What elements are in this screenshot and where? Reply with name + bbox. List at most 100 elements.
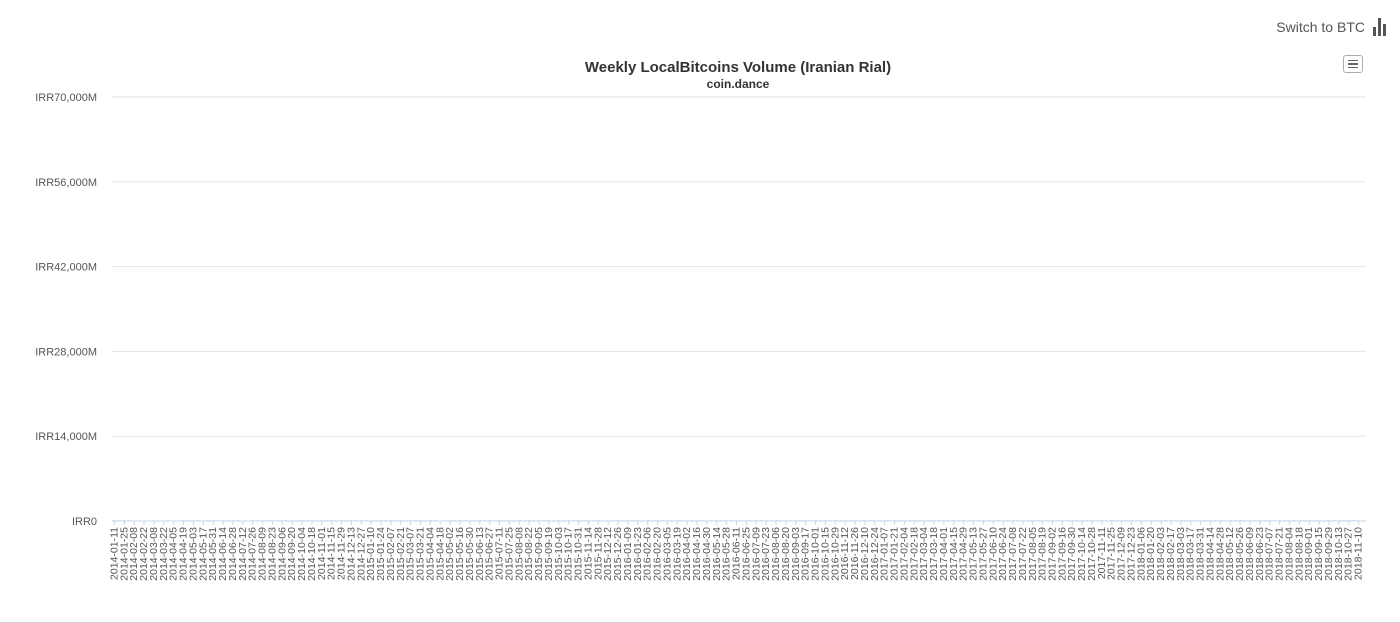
y-tick-label: IRR14,000M <box>35 431 97 443</box>
x-tick-label: 2018-09-15 <box>1313 527 1325 581</box>
x-tick-label: 2014-11-01 <box>316 527 328 580</box>
x-tick-label: 2017-04-15 <box>948 527 960 581</box>
x-tick-label: 2016-07-09 <box>750 527 762 581</box>
x-tick-label: 2016-01-09 <box>622 527 634 581</box>
x-tick-label: 2018-03-31 <box>1195 527 1207 581</box>
x-tick-label: 2016-10-29 <box>829 527 841 581</box>
x-tick-label: 2014-12-27 <box>355 527 367 581</box>
chart-subtitle: coin.dance <box>707 77 770 91</box>
x-tick-label: 2016-03-19 <box>671 527 683 581</box>
switch-to-btc-button[interactable]: Switch to BTC <box>1276 18 1386 36</box>
y-tick-label: IRR42,000M <box>35 262 97 274</box>
x-tick-label: 2017-07-22 <box>1017 527 1029 581</box>
x-tick-label: 2014-04-19 <box>178 527 190 581</box>
x-tick-label: 2018-07-07 <box>1264 527 1276 581</box>
x-tick-label: 2016-12-10 <box>859 527 871 581</box>
x-tick-label: 2017-04-01 <box>938 527 950 581</box>
x-tick-label: 2015-10-31 <box>573 527 585 581</box>
x-tick-label: 2014-06-28 <box>227 527 239 581</box>
x-tick-label: 2018-01-20 <box>1145 527 1157 581</box>
x-tick-label: 2017-09-30 <box>1066 527 1078 581</box>
x-tick-label: 2017-02-18 <box>908 527 920 581</box>
x-tick-label: 2018-08-18 <box>1293 527 1305 581</box>
x-tick-label: 2015-01-24 <box>375 527 387 581</box>
x-tick-label: 2016-05-28 <box>721 527 733 581</box>
x-tick-label: 2015-07-25 <box>503 527 515 581</box>
x-tick-label: 2014-10-18 <box>306 527 318 581</box>
x-tick-label: 2014-05-03 <box>187 527 199 581</box>
x-tick-label: 2016-10-01 <box>810 527 822 581</box>
x-tick-label: 2015-05-30 <box>464 527 476 581</box>
x-tick-label: 2016-04-16 <box>691 527 703 581</box>
x-tick-label: 2015-02-07 <box>385 527 397 581</box>
x-tick-label: 2017-07-08 <box>1007 527 1019 581</box>
x-tick-label: 2017-09-02 <box>1047 527 1059 581</box>
x-tick-label: 2014-03-22 <box>158 527 170 581</box>
x-tick-label: 2014-01-25 <box>118 527 130 581</box>
x-tick-label: 2014-09-20 <box>286 527 298 581</box>
x-tick-label: 2017-06-10 <box>987 527 999 581</box>
x-tick-label: 2015-08-22 <box>523 527 535 581</box>
x-tick-label: 2016-04-30 <box>701 527 713 581</box>
x-tick-label: 2015-01-10 <box>365 527 377 581</box>
x-tick-label: 2015-12-12 <box>602 527 614 581</box>
x-tick-label: 2018-10-13 <box>1333 527 1345 581</box>
x-tick-label: 2016-08-06 <box>770 527 782 581</box>
x-tick-label: 2015-06-13 <box>474 527 486 581</box>
y-tick-label: IRR28,000M <box>35 346 97 358</box>
x-tick-label: 2014-02-08 <box>128 527 140 581</box>
x-tick-label: 2018-06-09 <box>1244 527 1256 581</box>
x-tick-label: 2015-07-11 <box>494 527 506 580</box>
x-tick-label: 2016-11-26 <box>849 527 861 580</box>
x-tick-label: 2017-01-21 <box>889 527 901 581</box>
x-tick-label: 2014-11-29 <box>336 527 348 580</box>
x-tick-label: 2017-02-04 <box>898 527 910 581</box>
x-tick-label: 2014-07-26 <box>247 527 259 581</box>
x-tick-label: 2016-06-11 <box>731 527 743 580</box>
x-tick-label: 2016-06-25 <box>740 527 752 581</box>
x-tick-label: 2017-05-27 <box>977 527 989 581</box>
x-tick-label: 2018-06-23 <box>1254 527 1266 581</box>
x-tick-label: 2015-03-07 <box>405 527 417 581</box>
x-tick-label: 2018-03-17 <box>1185 527 1197 581</box>
x-tick-label: 2015-05-16 <box>454 527 466 581</box>
x-tick-label: 2015-09-19 <box>543 527 555 581</box>
x-tick-label: 2015-10-17 <box>563 527 575 581</box>
x-tick-label: 2016-10-15 <box>819 527 831 581</box>
x-tick-label: 2014-11-15 <box>326 527 338 580</box>
x-tick-label: 2015-08-08 <box>513 527 525 581</box>
x-tick-label: 2015-09-05 <box>533 527 545 581</box>
x-tick-label: 2016-05-14 <box>711 527 723 581</box>
x-tick-label: 2017-08-19 <box>1037 527 1049 581</box>
chart-menu-button[interactable] <box>1343 55 1363 73</box>
x-tick-label: 2014-06-14 <box>217 527 229 581</box>
x-tick-label: 2018-10-27 <box>1343 527 1355 581</box>
x-tick-label: 2017-06-24 <box>997 527 1009 581</box>
x-axis: 2014-01-112014-01-252014-02-082014-02-22… <box>108 521 1365 581</box>
x-tick-label: 2017-08-05 <box>1027 527 1039 581</box>
x-tick-label: 2014-02-22 <box>138 527 150 581</box>
x-tick-label: 2015-02-21 <box>395 527 407 581</box>
x-tick-label: 2017-10-28 <box>1086 527 1098 581</box>
x-tick-label: 2014-10-04 <box>296 527 308 581</box>
x-tick-label: 2018-09-01 <box>1303 527 1315 581</box>
x-tick-label: 2016-04-02 <box>681 527 693 581</box>
x-tick-label: 2015-11-28 <box>592 527 604 580</box>
x-tick-label: 2018-07-21 <box>1274 527 1286 581</box>
x-tick-label: 2018-09-29 <box>1323 527 1335 581</box>
x-tick-label: 2014-08-09 <box>257 527 269 581</box>
x-tick-label: 2016-09-17 <box>800 527 812 581</box>
x-tick-label: 2018-04-28 <box>1214 527 1226 581</box>
x-tick-label: 2014-09-06 <box>276 527 288 581</box>
x-tick-label: 2018-02-03 <box>1155 527 1167 581</box>
x-tick-label: 2018-02-17 <box>1165 527 1177 581</box>
y-tick-label: IRR56,000M <box>35 177 97 189</box>
y-axis: IRR0 IRR14,000M IRR28,000M IRR42,000M IRR56,… <box>35 92 97 528</box>
x-tick-label: 2017-04-29 <box>958 527 970 581</box>
x-tick-label: 2017-12-09 <box>1116 527 1128 581</box>
x-tick-label: 2016-08-20 <box>780 527 792 581</box>
x-tick-label: 2017-03-04 <box>918 527 930 581</box>
x-tick-label: 2017-05-13 <box>968 527 980 581</box>
x-tick-label: 2017-09-16 <box>1056 527 1068 581</box>
x-tick-label: 2017-03-18 <box>928 527 940 581</box>
